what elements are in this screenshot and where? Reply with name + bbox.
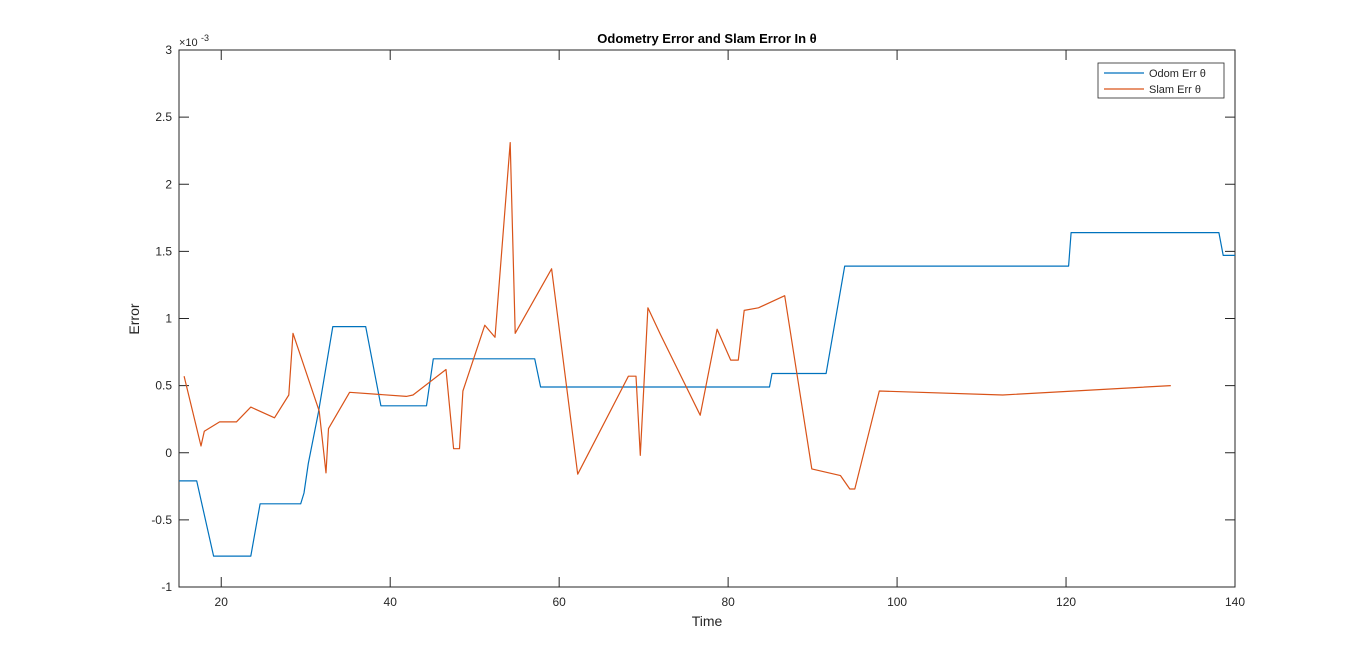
x-tick-label: 120 [1056,595,1076,609]
y-axis-label: Error [126,303,142,334]
y-tick-label: 1 [165,312,172,326]
x-tick-label: 20 [215,595,229,609]
y-exponent-base: ×10 [179,37,198,49]
y-tick-label: -0.5 [151,513,172,527]
x-axis-label: Time [692,613,723,629]
y-tick-label: 0 [165,446,172,460]
x-tick-label: 40 [384,595,398,609]
x-tick-label: 140 [1225,595,1245,609]
y-axis-ticks: -1 -0.5 0 0.5 1 1.5 2 2.5 3 [151,43,1235,594]
series-line-slam-err [183,142,1171,490]
y-tick-label: 2.5 [155,110,172,124]
y-tick-label: 2 [165,177,172,191]
y-tick-label: -1 [161,580,172,594]
legend-label-odom-err: Odom Err θ [1149,68,1206,80]
plot-area [178,49,1236,588]
y-axis-exponent: ×10 -3 [179,33,209,49]
legend: Odom Err θ Slam Err θ [1097,62,1225,99]
y-tick-label: 3 [165,43,172,57]
chart-title: Odometry Error and Slam Error In θ [597,31,816,46]
y-tick-label: 0.5 [155,379,172,393]
x-tick-label: 60 [552,595,566,609]
legend-label-slam-err: Slam Err θ [1149,84,1201,96]
y-exponent-power: -3 [201,33,209,43]
legend-box [1097,62,1225,99]
x-axis-ticks: 20 40 60 80 100 120 140 [215,50,1245,609]
x-tick-label: 100 [887,595,907,609]
x-tick-label: 80 [721,595,735,609]
y-tick-label: 1.5 [155,244,172,258]
